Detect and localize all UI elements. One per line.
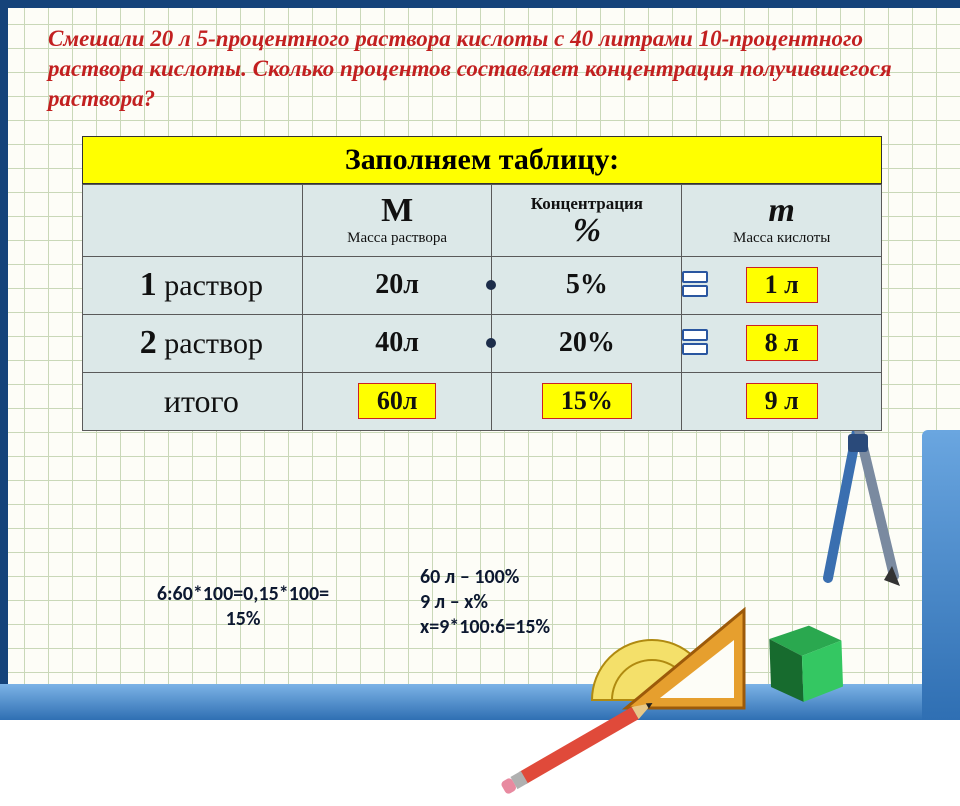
row2-label: 2 раствор: [83, 314, 303, 372]
table-title: Заполняем таблицу:: [82, 136, 882, 184]
frame-right: [922, 430, 960, 720]
problem-statement: Смешали 20 л 5-процентного раствора кисл…: [0, 0, 960, 118]
equals-icon: [680, 271, 708, 297]
table-row: 1 раствор 20л 5% 1 л: [83, 256, 882, 314]
solution-table: М Масса раствора Концентрация % m Масса …: [82, 184, 882, 431]
row3-label: итого: [83, 372, 303, 430]
row2-conc: 20%: [492, 314, 682, 372]
row3-conc: 15%: [492, 372, 682, 430]
calculation-box-2: 60 л – 100% 9 л – х% х=9*100:6=15%: [420, 565, 640, 640]
header-mass: М Масса раствора: [302, 184, 492, 256]
row3-acid: 9 л: [682, 372, 882, 430]
solution-table-container: Заполняем таблицу: М Масса раствора Конц…: [82, 136, 882, 431]
cube-icon: [748, 606, 851, 709]
table-row: 2 раствор 40л 20% 8 л: [83, 314, 882, 372]
header-concentration: Концентрация %: [492, 184, 682, 256]
table-row: итого 60л 15% 9 л: [83, 372, 882, 430]
row3-mass: 60л: [302, 372, 492, 430]
calculation-box-1: 6:60*100=0,15*100= 15%: [128, 582, 358, 632]
row1-conc: 5%: [492, 256, 682, 314]
row2-mass: 40л: [302, 314, 492, 372]
row1-mass: 20л: [302, 256, 492, 314]
row1-label: 1 раствор: [83, 256, 303, 314]
row1-acid: 1 л: [682, 256, 882, 314]
header-acid-mass: m Масса кислоты: [682, 184, 882, 256]
equals-icon: [680, 329, 708, 355]
header-blank: [83, 184, 303, 256]
row2-acid: 8 л: [682, 314, 882, 372]
